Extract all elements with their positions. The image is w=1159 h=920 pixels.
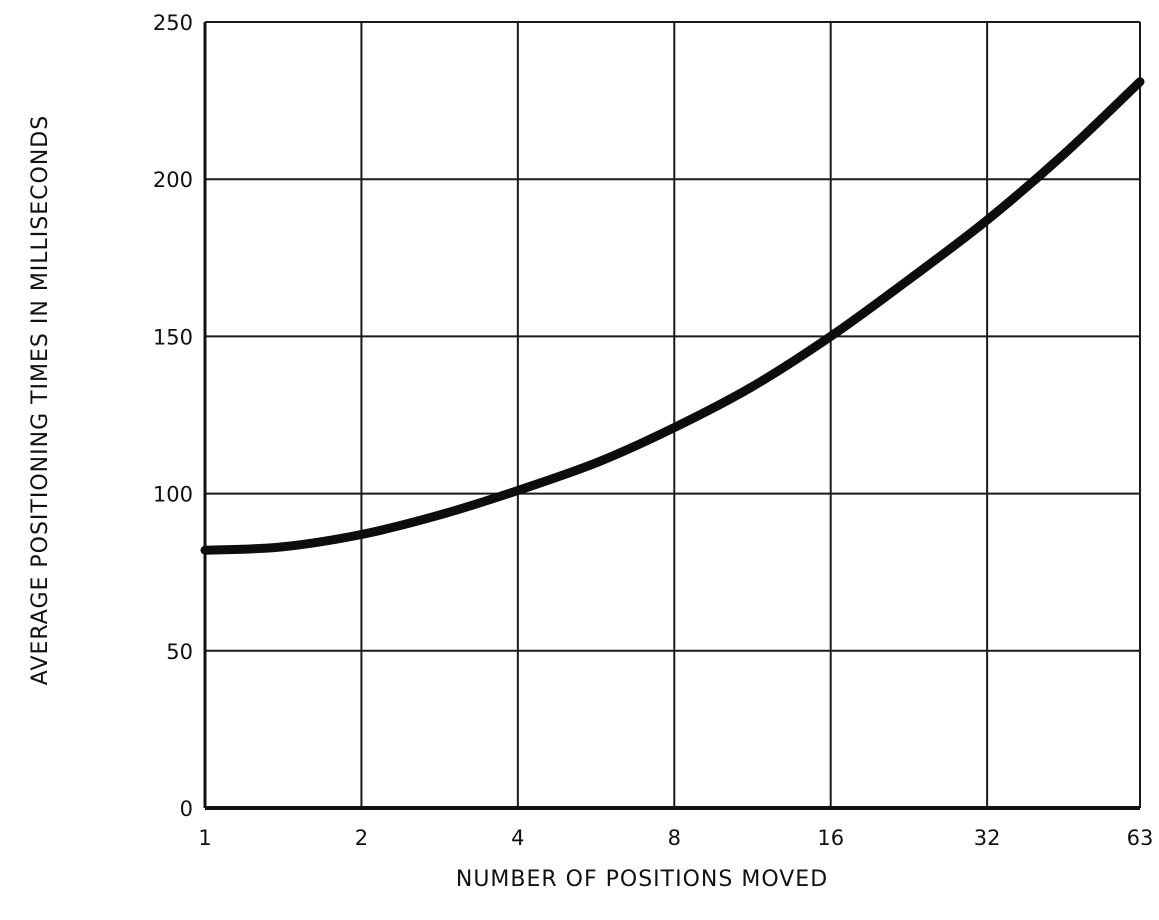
- x-tick-label-1: 1: [198, 826, 211, 850]
- x-tick-label-16: 16: [817, 826, 844, 850]
- y-tick-label-50: 50: [166, 640, 193, 664]
- x-tick-label-32: 32: [974, 826, 1001, 850]
- y-axis-label: AVERAGE POSITIONING TIMES IN MILLISECOND…: [28, 115, 53, 685]
- y-tick-labels: 0 50 100 150 200 250: [153, 11, 193, 821]
- y-tick-label-200: 200: [153, 168, 193, 192]
- x-tick-label-4: 4: [511, 826, 524, 850]
- y-tick-label-150: 150: [153, 325, 193, 349]
- x-tick-label-8: 8: [668, 826, 681, 850]
- x-tick-label-63: 63: [1127, 826, 1154, 850]
- x-axis-label: NUMBER OF POSITIONS MOVED: [456, 867, 828, 892]
- series-line-0: [200, 77, 1145, 555]
- x-tick-labels: 1 2 4 8 16 32 63: [198, 826, 1153, 850]
- y-tick-label-250: 250: [153, 11, 193, 35]
- grid-lines: [204, 21, 1141, 809]
- y-tick-label-0: 0: [180, 797, 193, 821]
- x-tick-label-2: 2: [355, 826, 368, 850]
- series-layer: [200, 77, 1145, 555]
- plot-frame: [203, 22, 1140, 810]
- y-tick-label-100: 100: [153, 483, 193, 507]
